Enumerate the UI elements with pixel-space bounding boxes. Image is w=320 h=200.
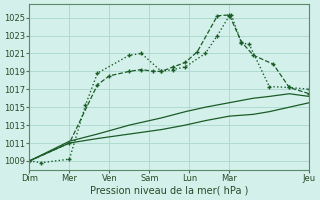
X-axis label: Pression niveau de la mer( hPa ): Pression niveau de la mer( hPa ): [90, 186, 249, 196]
